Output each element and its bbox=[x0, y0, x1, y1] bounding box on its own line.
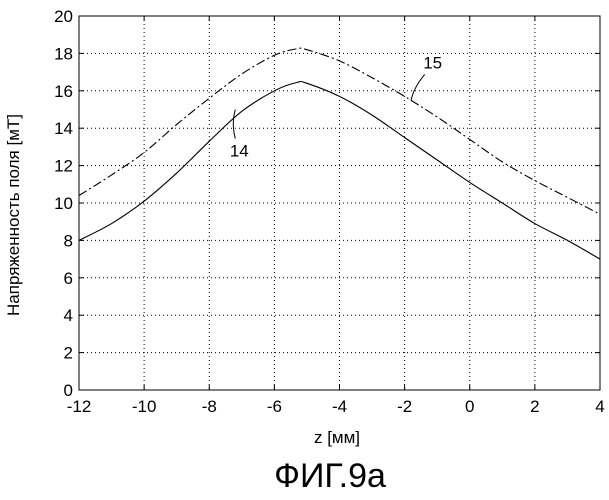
figure-caption: ФИГ.9а bbox=[274, 457, 386, 495]
x-tick-label: -6 bbox=[267, 397, 282, 416]
y-tick-label: 16 bbox=[54, 82, 73, 101]
y-tick-label: 6 bbox=[64, 269, 73, 288]
y-tick-label: 2 bbox=[64, 344, 73, 363]
x-axis-label: z [мм] bbox=[314, 428, 360, 447]
y-tick-label: 8 bbox=[64, 231, 73, 250]
y-tick-label: 14 bbox=[54, 119, 73, 138]
y-tick-label: 10 bbox=[54, 194, 73, 213]
y-tick-label: 4 bbox=[64, 306, 73, 325]
x-tick-label: -4 bbox=[332, 397, 347, 416]
y-tick-label: 12 bbox=[54, 157, 73, 176]
x-tick-label: 2 bbox=[530, 397, 539, 416]
x-tick-label: 0 bbox=[465, 397, 474, 416]
annotation-label-14: 14 bbox=[230, 142, 249, 161]
x-tick-label: -8 bbox=[202, 397, 217, 416]
y-tick-label: 0 bbox=[64, 381, 73, 400]
x-tick-label: -10 bbox=[132, 397, 157, 416]
y-axis-label: Напряженность поля [мТ] bbox=[4, 114, 23, 316]
x-tick-label: -2 bbox=[397, 397, 412, 416]
x-tick-label: 4 bbox=[595, 397, 604, 416]
y-tick-label: 20 bbox=[54, 7, 73, 26]
annotation-label-15: 15 bbox=[423, 53, 442, 72]
y-tick-label: 18 bbox=[54, 44, 73, 63]
